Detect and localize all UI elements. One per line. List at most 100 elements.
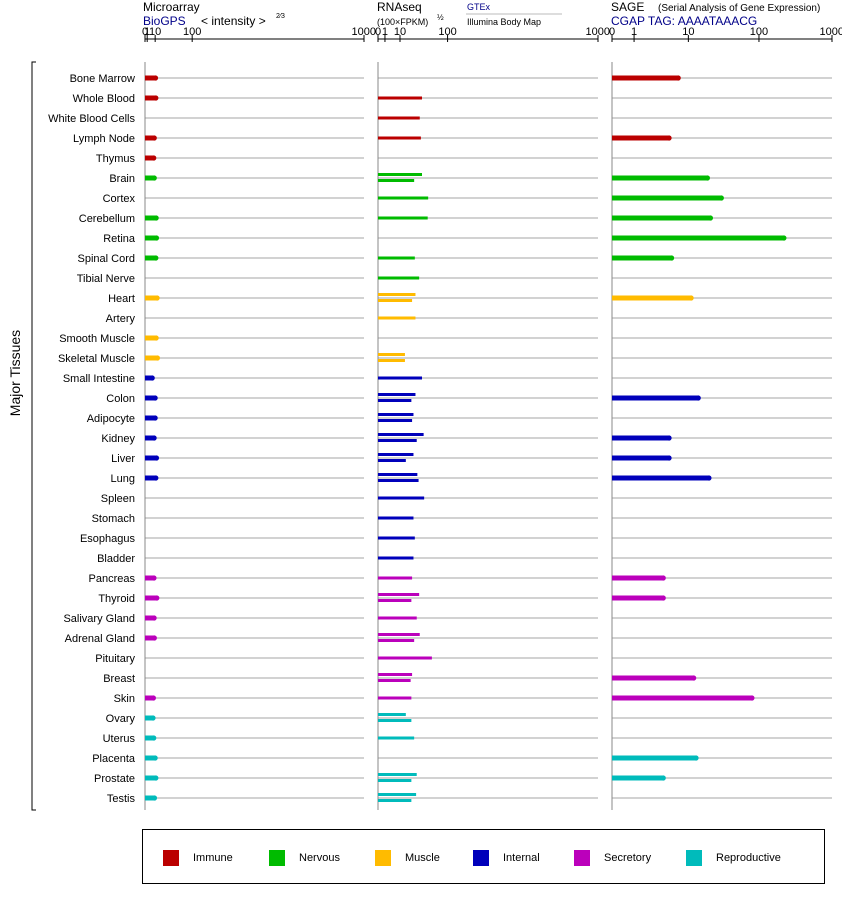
expression-bar <box>378 599 412 602</box>
expression-bar <box>612 575 664 581</box>
expression-bar <box>145 335 157 341</box>
bar-end-cap <box>704 175 710 181</box>
bar-end-cap <box>153 215 159 221</box>
expression-bar <box>612 295 692 301</box>
bar-end-cap <box>152 755 158 761</box>
legend-label: Internal <box>503 852 540 864</box>
expression-bar <box>378 96 422 100</box>
expression-bar <box>378 616 417 620</box>
panel-title: SAGE <box>611 0 644 14</box>
bar-end-cap <box>153 255 159 261</box>
bar-end-cap <box>153 475 159 481</box>
expression-bar <box>378 473 418 476</box>
expression-bar <box>378 196 429 200</box>
tissue-label: Spinal Cord <box>78 253 135 265</box>
bar-end-cap <box>151 155 157 161</box>
x-tick-label: 10 <box>682 26 694 38</box>
legend-label: Reproductive <box>716 852 781 864</box>
y-axis-label: Major Tissues <box>7 329 23 417</box>
expression-bar <box>145 715 154 721</box>
x-tick-label: 0 <box>142 26 148 38</box>
expression-bar <box>145 595 157 601</box>
expression-bar <box>378 673 413 676</box>
legend-label: Immune <box>193 852 233 864</box>
expression-bar <box>612 475 709 481</box>
x-tick-label: 100 <box>183 26 201 38</box>
tissue-label: Lung <box>111 473 135 485</box>
x-tick-label: 10 <box>149 26 161 38</box>
x-tick-label: 0 <box>375 26 381 38</box>
expression-bar <box>612 395 699 401</box>
expression-bar <box>612 135 670 141</box>
tissue-label: Placenta <box>92 753 136 765</box>
panel-title: RNAseq <box>377 0 422 14</box>
tissue-label: Stomach <box>92 513 135 525</box>
expression-bar <box>145 235 157 241</box>
tissue-label: Lymph Node <box>73 133 135 145</box>
expression-bar <box>378 736 415 740</box>
expression-bar <box>378 439 417 442</box>
tissue-label: Pituitary <box>95 653 135 665</box>
tissue-label: Breast <box>103 673 135 685</box>
legend-item: Secretory <box>574 850 651 866</box>
bar-end-cap <box>152 415 158 421</box>
expression-bar <box>145 575 154 581</box>
expression-bar <box>612 775 664 781</box>
expression-bar <box>145 415 156 421</box>
panel-subtitle: BioGPS <box>143 14 186 28</box>
bar-end-cap <box>666 435 672 441</box>
expression-bar <box>145 735 154 741</box>
expression-bar <box>612 235 784 241</box>
expression-bar <box>378 679 411 682</box>
expression-bar <box>378 773 417 776</box>
gtex-link: GTEx <box>467 2 491 12</box>
expression-bar <box>378 696 412 700</box>
x-tick-label: 100 <box>438 26 456 38</box>
expression-bar <box>378 173 422 176</box>
expression-bar <box>145 355 158 361</box>
tissue-label: Spleen <box>101 493 135 505</box>
x-tick-label: 0 <box>609 26 615 38</box>
expression-bar <box>378 779 412 782</box>
tissue-label: Testis <box>107 793 136 805</box>
panel-subtitle: (100×FPKM) <box>377 17 428 27</box>
expression-bar <box>378 276 420 280</box>
expression-bar <box>378 293 416 296</box>
bar-end-cap <box>152 395 158 401</box>
expression-bar <box>378 516 414 520</box>
legend-swatch <box>375 850 391 866</box>
expression-bar <box>145 175 155 181</box>
bar-end-cap <box>153 235 160 241</box>
bar-end-cap <box>154 595 160 601</box>
expression-bar <box>378 633 420 636</box>
bar-end-cap <box>153 775 159 781</box>
bar-end-cap <box>151 175 157 181</box>
tissue-label: Whole Blood <box>73 93 135 105</box>
tissue-label: Retina <box>103 233 136 245</box>
tissue-label: Adipocyte <box>87 413 135 425</box>
legend-swatch <box>686 850 702 866</box>
x-tick-label: 1000 <box>352 26 376 38</box>
legend-label: Secretory <box>604 852 652 864</box>
tissue-label: Brain <box>109 173 135 185</box>
tissue-label: Skeletal Muscle <box>58 353 135 365</box>
expression-bar <box>612 175 708 181</box>
x-tick-label: 1 <box>144 26 150 38</box>
expression-bar <box>612 435 670 441</box>
expression-bar <box>612 215 711 221</box>
expression-bar <box>378 576 413 580</box>
expression-bar <box>145 455 157 461</box>
expression-bar <box>378 399 412 402</box>
tissue-label: Artery <box>106 313 136 325</box>
expression-bar <box>378 116 420 120</box>
expression-bar <box>378 793 417 796</box>
legend-item: Nervous <box>269 850 340 866</box>
expression-bar <box>145 475 156 481</box>
tissue-label: White Blood Cells <box>48 113 135 125</box>
bar-end-cap <box>675 75 681 81</box>
tissue-label: Salivary Gland <box>63 613 135 625</box>
legend-label: Nervous <box>299 852 340 864</box>
bar-end-cap <box>669 255 675 261</box>
bar-end-cap <box>153 95 159 101</box>
expression-bar <box>378 556 414 560</box>
